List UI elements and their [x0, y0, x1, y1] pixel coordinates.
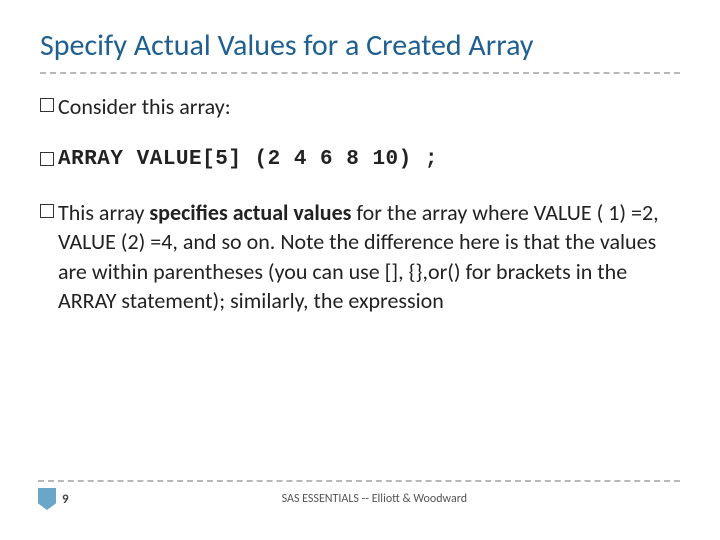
bullet-item-paragraph: This array specifies actual values for t…: [40, 198, 680, 315]
bullet-text-1: Consider this array:: [58, 92, 231, 122]
footer-row: 9 SAS ESSENTIALS -- Elliott & Woodward: [38, 488, 680, 510]
para-lead: This: [58, 199, 94, 226]
footer-divider: [38, 480, 680, 482]
bullet-box-icon: [40, 152, 54, 166]
bullet-box-icon: [40, 98, 54, 112]
bullet-item-code: ARRAY VALUE[5] (2 4 6 8 10) ;: [40, 146, 680, 174]
title-divider: [40, 72, 680, 74]
slide-footer: 9 SAS ESSENTIALS -- Elliott & Woodward: [38, 480, 680, 510]
footer-attribution: SAS ESSENTIALS -- Elliott & Woodward: [69, 492, 680, 506]
page-badge-icon: [38, 488, 56, 510]
page-number: 9: [62, 492, 69, 507]
bullet-item-1: Consider this array:: [40, 92, 680, 122]
code-text: ARRAY VALUE[5] (2 4 6 8 10) ;: [58, 146, 438, 174]
slide-title: Specify Actual Values for a Created Arra…: [40, 28, 680, 64]
bullet-box-icon: [40, 204, 54, 218]
paragraph-text: This array specifies actual values for t…: [58, 198, 680, 315]
para-rest: array specifies actual values for the ar…: [58, 199, 659, 314]
slide-container: Specify Actual Values for a Created Arra…: [0, 0, 720, 540]
